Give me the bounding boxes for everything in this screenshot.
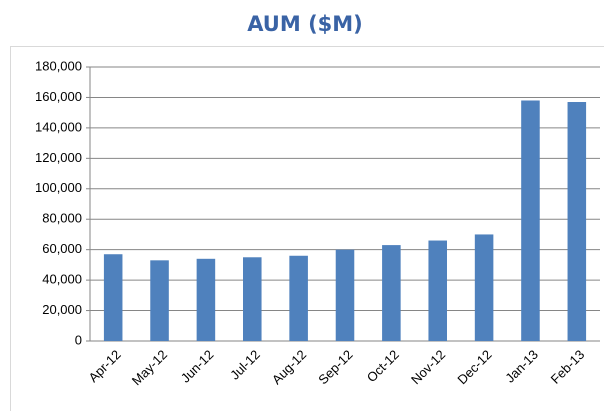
bar — [289, 255, 308, 341]
y-tick-label: 160,000 — [35, 89, 82, 104]
bar — [196, 258, 216, 341]
y-tick-label: 100,000 — [35, 180, 82, 195]
y-tick-label: 40,000 — [42, 272, 82, 287]
x-tick-label: Jan-13 — [502, 347, 541, 386]
x-tick-label: Oct-12 — [364, 347, 402, 385]
y-tick-label: 140,000 — [35, 119, 82, 134]
x-tick-label: Aug-12 — [269, 347, 309, 387]
bar — [243, 257, 262, 341]
bar — [103, 254, 123, 341]
y-tick-label: 20,000 — [42, 302, 82, 317]
y-tick-label: 120,000 — [35, 150, 82, 165]
y-tick-label: 60,000 — [42, 241, 82, 256]
y-tick-label: 0 — [75, 332, 82, 347]
x-tick-label: Jun-12 — [178, 347, 217, 386]
bar — [521, 100, 540, 341]
bar — [474, 234, 494, 341]
x-tick-label: Nov-12 — [408, 347, 448, 387]
y-tick-label: 180,000 — [35, 58, 82, 73]
bar — [335, 249, 355, 341]
y-tick-label: 80,000 — [42, 211, 82, 226]
x-tick-label: Dec-12 — [454, 347, 494, 387]
bar — [428, 240, 447, 341]
bar — [150, 260, 169, 341]
chart-frame — [10, 46, 604, 411]
x-tick-label: May-12 — [129, 347, 170, 388]
x-tick-label: Feb-13 — [548, 347, 588, 387]
chart-title: AUM ($M) — [247, 12, 363, 36]
x-tick-label: Apr-12 — [86, 347, 124, 385]
bar — [382, 245, 401, 341]
x-tick-label: Sep-12 — [315, 347, 355, 387]
bar — [567, 102, 587, 341]
x-tick-label: Jul-12 — [227, 347, 263, 383]
